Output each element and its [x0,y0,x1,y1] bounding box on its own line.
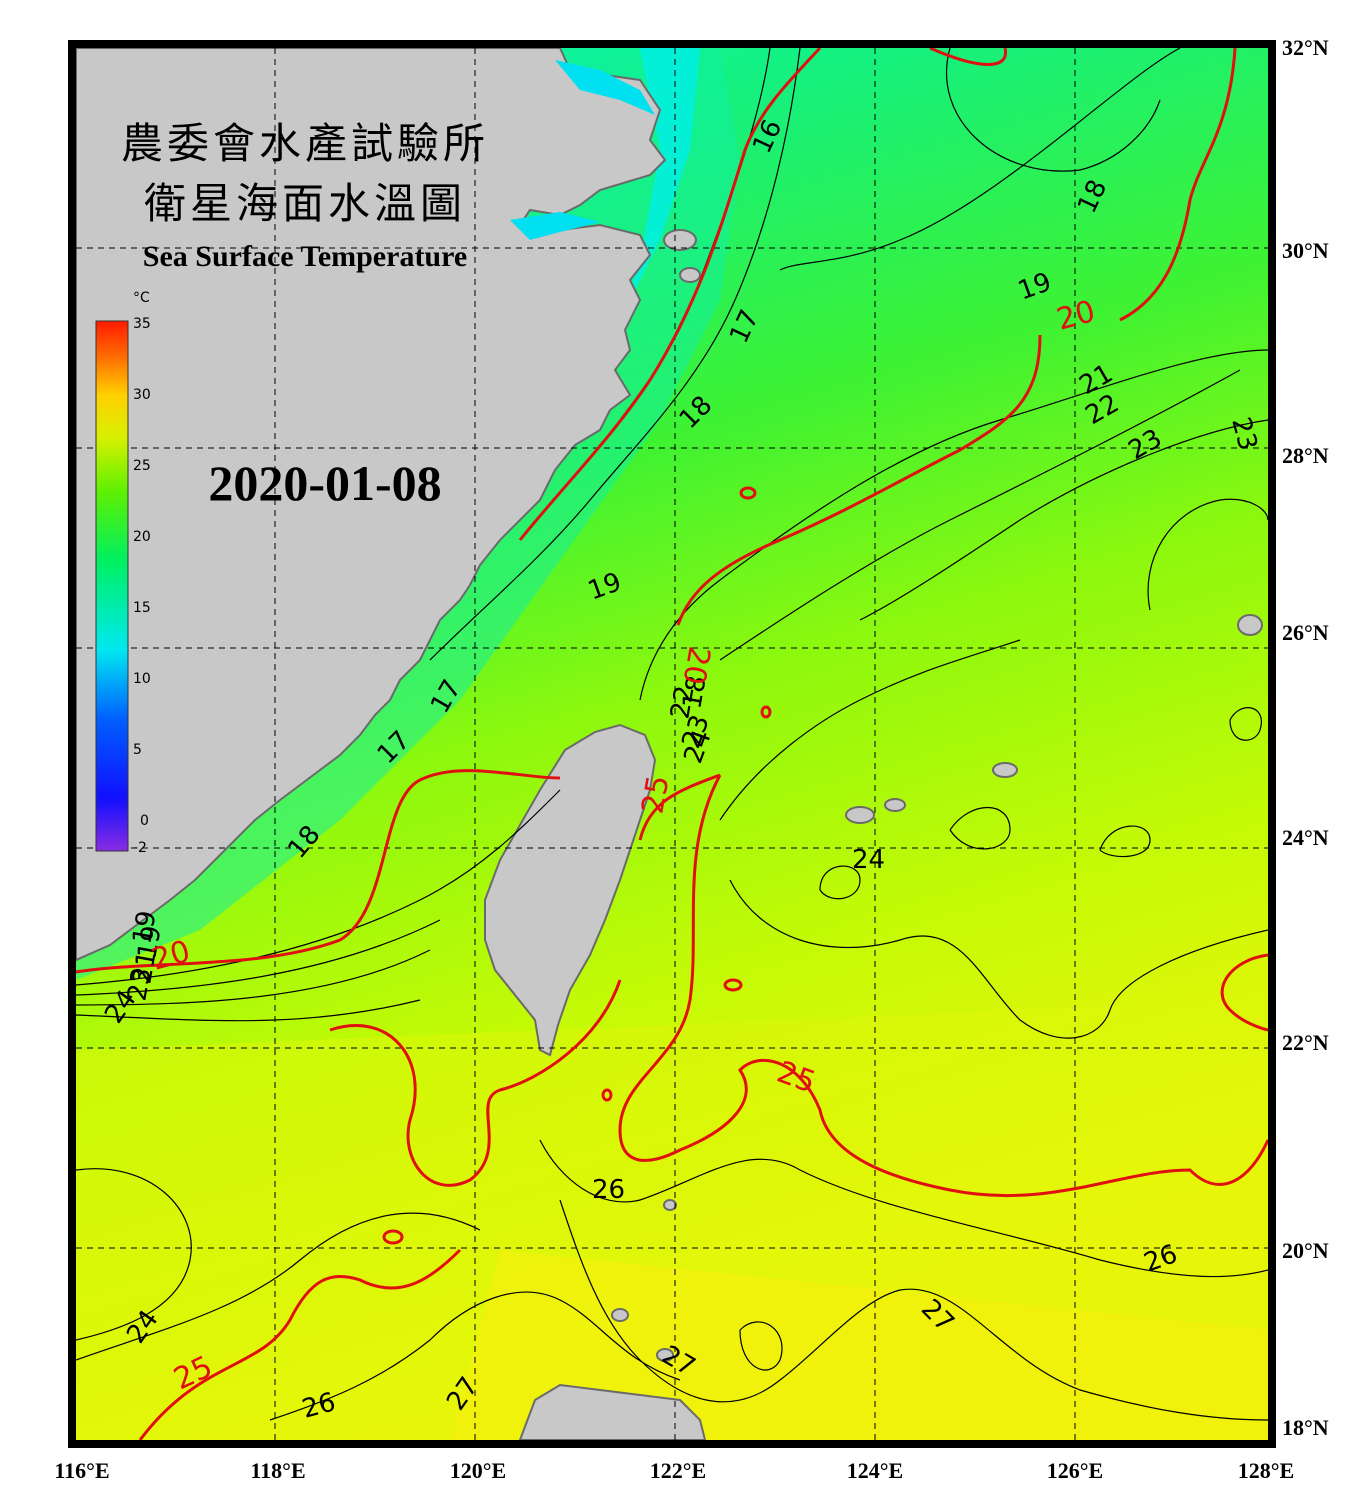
lon-label: 120°E [450,1458,506,1483]
isotherm-label: 26 [592,1175,625,1205]
estuary [555,60,655,115]
isotherm-label-major: 20 [675,644,716,688]
lat-label: 22°N [1282,1030,1329,1055]
colorbar-tick: 25 [133,458,151,474]
island [656,1348,674,1362]
lat-label: 24°N [1282,825,1329,850]
lon-label: 118°E [250,1458,305,1483]
isotherm-label: 18 [677,673,712,711]
colorbar-scale [95,320,129,852]
colorbar-tick: 5 [133,742,142,758]
title-english: Sea Surface Temperature [143,240,467,273]
coastal-cyan-band [560,48,700,460]
lat-label: 18°N [1282,1415,1329,1440]
island [679,267,701,283]
colorbar-tick: 15 [133,600,151,616]
colorbar-unit: °C [133,290,150,306]
island [845,806,875,824]
island [663,1199,677,1211]
isotherm-label: 24 [852,845,885,875]
lat-axis-labels: 32°N 30°N 28°N 26°N 24°N 22°N 20°N 18°N [1282,35,1329,1440]
map-frame [68,40,1276,1448]
colorbar-tick: 30 [133,387,151,403]
colorbar-tick: -2 [133,840,147,856]
land-luzon [518,1383,707,1440]
bay [510,212,600,240]
colorbar-tick: 20 [133,529,151,545]
land-taiwan [484,723,657,1057]
colorbar-tick: 0 [140,813,149,829]
warm-south-area-2 [450,1250,1268,1440]
graticule [76,48,1268,1440]
island [884,798,906,812]
lon-label: 128°E [1238,1458,1294,1483]
lon-label: 122°E [650,1458,706,1483]
lon-label: 126°E [1047,1458,1103,1483]
colorbar-tick: 35 [133,316,151,332]
colorbar: °C 35 30 25 20 15 10 5 0 -2 [95,290,151,856]
island [1237,614,1263,636]
isotherms-major [76,48,1268,1440]
isotherm-label: 21 [127,948,162,986]
lon-label: 124°E [847,1458,903,1483]
isotherms-minor [76,48,1268,1421]
isotherm-label-major: 25 [635,773,676,817]
title-chinese-line2: 衛星海面水溫圖 [144,179,466,228]
isotherm-label: 19 [132,923,167,961]
island [663,229,697,251]
land-mainland [76,48,667,962]
lon-axis-labels: 116°E 118°E 120°E 122°E 124°E 126°E 128°… [54,1458,1294,1483]
lat-label: 20°N [1282,1238,1329,1263]
island [992,762,1018,778]
date-label: 2020-01-08 [208,455,441,511]
isotherm-label: 22 [665,683,700,721]
lat-label: 32°N [1282,35,1329,60]
lat-label: 28°N [1282,443,1329,468]
lat-label: 30°N [1282,238,1329,263]
title-chinese-line1: 農委會水產試驗所 [121,119,489,168]
lon-label: 116°E [54,1458,109,1483]
colorbar-tick: 10 [133,671,151,687]
island [611,1308,629,1322]
lat-label: 26°N [1282,620,1329,645]
isotherm-label: 19 [127,908,162,946]
isotherm-label: 23 [122,965,157,1003]
